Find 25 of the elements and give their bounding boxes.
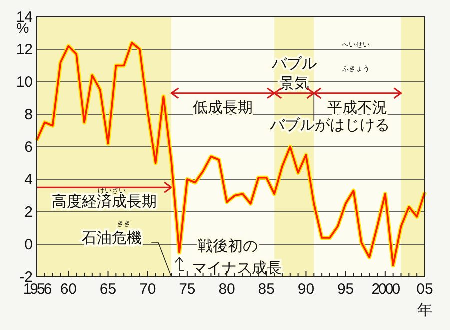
y-tick-label: 4	[24, 172, 33, 188]
x-tick-label: 90	[298, 281, 315, 298]
x-tick-label: 85	[258, 281, 275, 298]
x-tick-label: 2000	[372, 281, 400, 298]
x-tick-label: 70	[140, 281, 156, 298]
band-label: 平成不況	[328, 99, 388, 116]
x-tick-label: 65	[100, 281, 117, 298]
x-tick-label: 60	[60, 281, 78, 298]
annotation: マイナス成長	[192, 260, 282, 277]
y-tick-label: 10	[16, 74, 33, 91]
x-tick-label: 95	[337, 281, 354, 298]
annotation: バブルがはじける	[269, 117, 390, 134]
y-tick-label: 2	[24, 204, 33, 221]
annotation: 石油危機	[82, 230, 142, 247]
band-label: 低成長期	[193, 99, 254, 116]
x-tick-label: 1956	[23, 281, 52, 298]
x-tick-label: 80	[218, 281, 236, 298]
y-tick-label: 12	[16, 42, 33, 58]
x-axis-title: 年	[418, 302, 432, 319]
y-tick-label: 8	[24, 106, 33, 124]
y-tick-label: 0	[24, 236, 33, 254]
x-tick-label: 75	[179, 281, 196, 298]
x-tick-label: 05	[416, 281, 434, 298]
band-label: 高度経済成長期	[52, 194, 157, 211]
y-tick-label: 6	[24, 139, 33, 156]
